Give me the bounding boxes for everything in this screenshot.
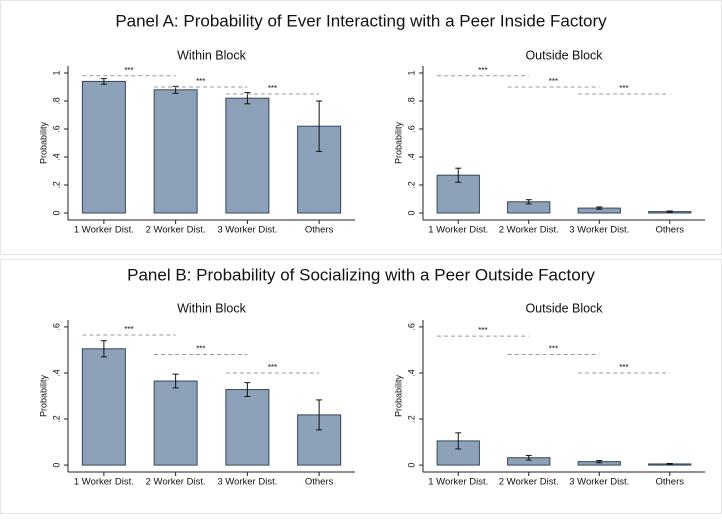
x-tick-label: 1 Worker Dist. xyxy=(74,477,134,488)
significance-label: *** xyxy=(196,345,205,354)
x-tick-label: 3 Worker Dist. xyxy=(569,225,629,236)
y-tick-label: .8 xyxy=(51,97,61,105)
y-tick-label: .8 xyxy=(406,97,416,105)
x-tick-label: 1 Worker Dist. xyxy=(428,225,488,236)
y-tick-label: .2 xyxy=(406,415,416,423)
x-tick-label: 2 Worker Dist. xyxy=(499,225,559,236)
significance-label: *** xyxy=(268,84,277,93)
x-tick-label: 2 Worker Dist. xyxy=(146,225,206,236)
panel-title: Panel A: Probability of Ever Interacting… xyxy=(115,11,607,30)
x-tick-label: Others xyxy=(305,225,334,236)
significance-label: *** xyxy=(124,66,133,75)
y-axis-label: Probability xyxy=(38,121,48,164)
significance-label: *** xyxy=(196,77,205,86)
y-tick-label: .2 xyxy=(406,181,416,189)
x-tick-label: 1 Worker Dist. xyxy=(74,225,134,236)
y-tick-label: 0 xyxy=(406,463,416,468)
y-tick-label: 0 xyxy=(51,463,61,468)
significance-label: *** xyxy=(124,325,133,334)
x-tick-label: 2 Worker Dist. xyxy=(146,477,206,488)
y-tick-label: .6 xyxy=(51,125,61,133)
significance-label: *** xyxy=(619,84,628,93)
y-axis-label: Probability xyxy=(393,374,403,417)
bar xyxy=(225,389,270,466)
subplot-title: Within Block xyxy=(177,301,247,315)
x-tick-label: Others xyxy=(305,477,334,488)
x-tick-label: 1 Worker Dist. xyxy=(428,477,488,488)
y-tick-label: 0 xyxy=(406,210,416,215)
x-tick-label: Others xyxy=(655,225,684,236)
y-tick-label: .6 xyxy=(406,323,416,331)
y-tick-label: .2 xyxy=(51,181,61,189)
x-tick-label: 3 Worker Dist. xyxy=(217,477,277,488)
bar xyxy=(153,89,198,214)
bar xyxy=(225,97,270,214)
bar xyxy=(81,348,126,466)
significance-label: *** xyxy=(268,363,277,372)
y-tick-label: 1 xyxy=(51,70,61,75)
significance-label: *** xyxy=(549,77,558,86)
y-tick-label: .4 xyxy=(51,153,61,161)
y-tick-label: 1 xyxy=(406,70,416,75)
x-tick-label: 2 Worker Dist. xyxy=(499,477,559,488)
significance-label: *** xyxy=(619,363,628,372)
subplot-title: Outside Block xyxy=(525,48,603,62)
x-tick-label: Others xyxy=(655,477,684,488)
bar xyxy=(153,380,198,466)
y-tick-label: .6 xyxy=(406,125,416,133)
subplot-title: Outside Block xyxy=(525,301,603,315)
y-axis-label: Probability xyxy=(38,374,48,417)
y-tick-label: .4 xyxy=(406,369,416,377)
subplot-title: Within Block xyxy=(177,48,247,62)
x-tick-label: 3 Worker Dist. xyxy=(217,225,277,236)
bar xyxy=(81,80,126,214)
significance-label: *** xyxy=(478,66,487,75)
y-tick-label: .2 xyxy=(51,415,61,423)
x-tick-label: 3 Worker Dist. xyxy=(569,477,629,488)
panel-title: Panel B: Probability of Socializing with… xyxy=(127,265,595,284)
y-axis-label: Probability xyxy=(393,121,403,164)
y-tick-label: 0 xyxy=(51,210,61,215)
significance-label: *** xyxy=(549,345,558,354)
y-tick-label: .4 xyxy=(51,369,61,377)
y-tick-label: .6 xyxy=(51,323,61,331)
y-tick-label: .4 xyxy=(406,153,416,161)
significance-label: *** xyxy=(478,326,487,335)
